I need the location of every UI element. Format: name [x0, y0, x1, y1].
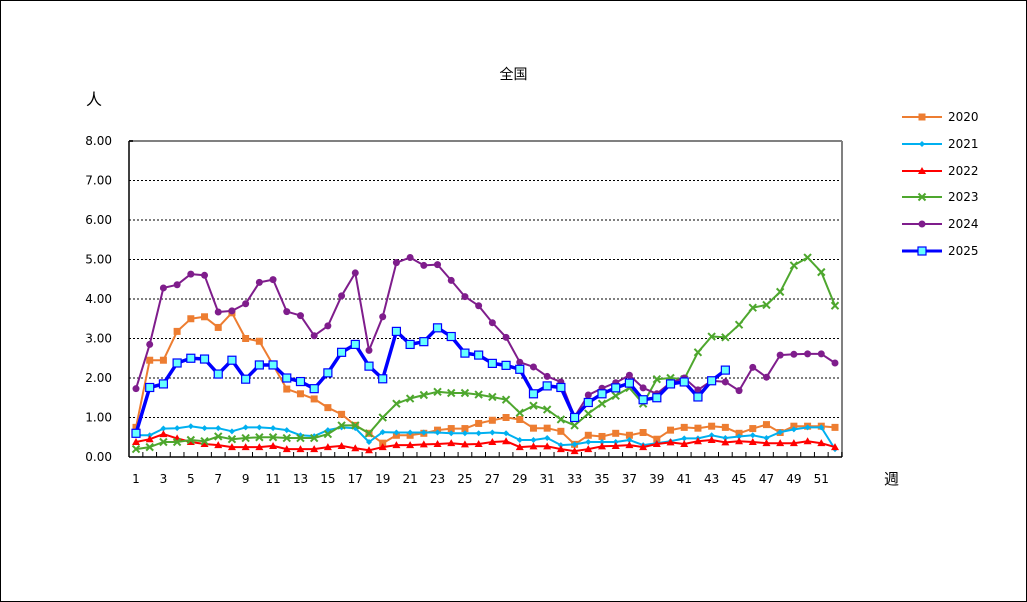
series-line [135, 256, 836, 418]
legend-swatch-icon [902, 220, 942, 228]
legend-label: 2022 [948, 163, 979, 178]
x-tick-label: 13 [293, 472, 308, 486]
x-tick-label: 35 [594, 472, 609, 486]
x-tick-label: 39 [649, 472, 664, 486]
legend-item-2020: 2020 [900, 104, 979, 131]
series-line [136, 425, 836, 450]
y-tick-label: 3.00 [85, 332, 112, 346]
legend-label: 2023 [948, 190, 979, 205]
legend-item-2025: 2025 [900, 237, 979, 264]
legend-swatch-icon [902, 113, 942, 121]
x-tick-label: 45 [731, 472, 746, 486]
x-tick-label: 1 [132, 472, 140, 486]
legend-item-2023: 2023 [900, 184, 979, 211]
y-tick-label: 1.00 [85, 411, 112, 425]
legend-label: 2020 [948, 110, 979, 125]
x-tick-label: 51 [814, 472, 829, 486]
series-2022 [132, 430, 839, 455]
x-tick-label: 5 [187, 472, 195, 486]
y-tick-label: 2.00 [85, 371, 112, 385]
x-tick-label: 3 [160, 472, 168, 486]
legend-label: 2021 [948, 137, 979, 152]
x-tick-label: 9 [242, 472, 250, 486]
legend-swatch-icon [902, 141, 942, 148]
legend-label: 2024 [948, 217, 979, 232]
legend: 2020 2021 2022 2023 2024 2025 [900, 104, 979, 264]
x-tick-label: 27 [485, 472, 500, 486]
series-line [135, 433, 836, 453]
series-2021 [133, 423, 838, 453]
x-tick-label: 33 [567, 472, 582, 486]
x-tick-label: 31 [540, 472, 555, 486]
legend-item-2022: 2022 [900, 157, 979, 184]
x-axis-label: 週 [884, 470, 900, 488]
x-tick-label: 7 [214, 472, 222, 486]
legend-item-2024: 2024 [900, 211, 979, 238]
x-tick-label: 21 [402, 472, 417, 486]
x-tick-label: 41 [677, 472, 692, 486]
x-tick-label: 43 [704, 472, 719, 486]
y-tick-label: 6.00 [85, 213, 112, 227]
series-2025 [131, 323, 730, 438]
y-tick-label: 0.00 [85, 450, 112, 464]
x-tick-label: 29 [512, 472, 527, 486]
y-tick-label: 8.00 [85, 134, 112, 148]
legend-label: 2025 [948, 243, 979, 258]
legend-swatch-icon [902, 246, 942, 256]
chart-title: 全国 [499, 67, 528, 83]
x-tick-label: 49 [786, 472, 801, 486]
y-tick-label: 5.00 [85, 253, 112, 267]
legend-swatch-icon [902, 166, 942, 174]
legend-item-2021: 2021 [900, 131, 979, 158]
legend-swatch-icon [902, 193, 942, 202]
x-tick-label: 11 [265, 472, 280, 486]
series-line [135, 256, 836, 451]
y-tick-label: 7.00 [85, 174, 112, 188]
x-tick-label: 15 [320, 472, 335, 486]
x-tick-label: 19 [375, 472, 390, 486]
x-tick-label: 23 [430, 472, 445, 486]
x-tick-label: 47 [759, 472, 774, 486]
y-axis-label: 人 [86, 90, 103, 109]
x-tick-label: 17 [348, 472, 363, 486]
x-tick-label: 37 [622, 472, 637, 486]
series-line [135, 311, 836, 446]
y-tick-label: 4.00 [85, 292, 112, 306]
x-tick-label: 25 [457, 472, 472, 486]
